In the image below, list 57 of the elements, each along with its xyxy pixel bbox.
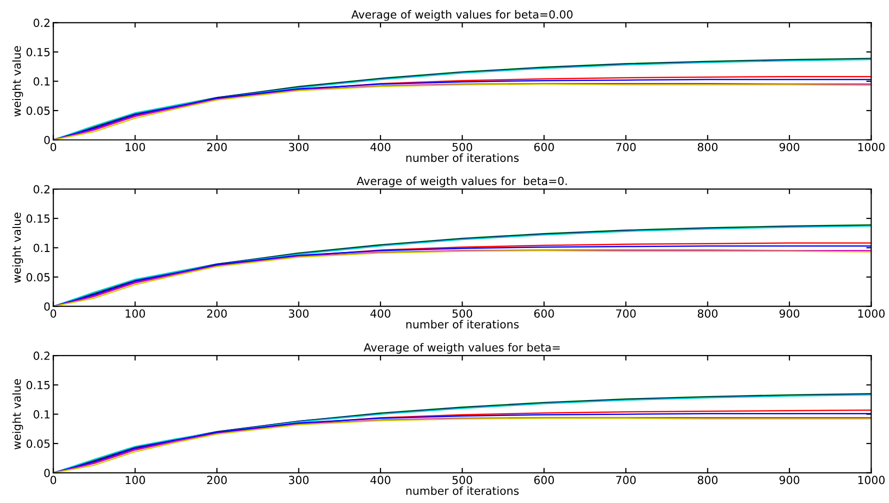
x-axis-title: number of iterations: [406, 153, 519, 162]
y-tick-label: 0.05: [26, 273, 50, 282]
y-tick-label: 0.05: [26, 106, 50, 115]
x-tick-label: 400: [370, 142, 390, 152]
y-axis-title: weight value: [12, 379, 24, 450]
x-tick-label: 500: [452, 142, 472, 152]
x-tick-label: 1000: [858, 142, 885, 152]
y-tick-label: 0.05: [26, 439, 50, 448]
x-tick-label: 200: [207, 309, 227, 318]
y-tick-label: 0: [44, 468, 50, 478]
y-tick-label: 0.2: [34, 18, 50, 28]
y-tick-label: 0.1: [34, 244, 50, 252]
x-tick-label: 400: [370, 476, 390, 484]
x-tick-label: 800: [698, 476, 718, 484]
y-tick-label: 0.15: [26, 48, 50, 56]
x-tick-label: 200: [207, 142, 227, 152]
y-tick-label: 0: [44, 302, 50, 311]
y-tick-label: 0.2: [34, 185, 50, 194]
x-tick-label: 700: [616, 476, 636, 484]
y-tick-label: 0.1: [34, 410, 50, 419]
x-tick-label: 400: [370, 309, 390, 318]
x-tick-label: 500: [452, 476, 472, 484]
x-tick-label: 800: [698, 142, 718, 152]
x-tick-label: 1000: [858, 476, 885, 484]
x-tick-label: 600: [534, 142, 554, 152]
x-tick-label: 100: [126, 476, 145, 484]
y-axis-title: weight value: [12, 46, 24, 116]
chart-title: Average of weigth values for beta=: [364, 342, 560, 354]
y-axis-title: weight value: [12, 212, 24, 283]
x-tick-label: 700: [616, 309, 636, 318]
x-tick-label: 600: [534, 309, 554, 318]
x-tick-label: 900: [780, 309, 800, 318]
x-tick-label: 300: [288, 476, 309, 484]
chart-title: Average of weigth values for beta=0.00: [351, 10, 573, 21]
x-tick-label: 0: [50, 309, 56, 318]
x-tick-label: 200: [207, 476, 227, 484]
x-tick-label: 900: [780, 142, 800, 152]
x-tick-label: 900: [780, 476, 800, 484]
chart-title: Average of weigth values for beta=0.: [356, 176, 567, 188]
x-tick-label: 800: [698, 309, 718, 318]
y-tick-label: 0.2: [34, 352, 50, 360]
x-tick-label: 700: [616, 142, 636, 152]
x-tick-label: 0: [50, 142, 56, 152]
x-tick-label: 300: [288, 142, 309, 152]
x-tick-label: 600: [534, 476, 554, 484]
y-tick-label: 0.1: [34, 77, 50, 86]
x-tick-label: 100: [126, 309, 145, 318]
x-tick-label: 300: [288, 309, 309, 318]
x-tick-label: 100: [126, 142, 145, 152]
y-tick-label: 0: [44, 136, 50, 144]
x-tick-label: 500: [452, 309, 472, 318]
x-axis-title: number of iterations: [406, 486, 519, 495]
y-tick-label: 0.15: [26, 380, 50, 390]
x-tick-label: 1000: [858, 309, 885, 318]
x-axis-title: number of iterations: [406, 320, 519, 328]
y-tick-label: 0.15: [26, 214, 50, 223]
x-tick-label: 0: [50, 476, 56, 484]
